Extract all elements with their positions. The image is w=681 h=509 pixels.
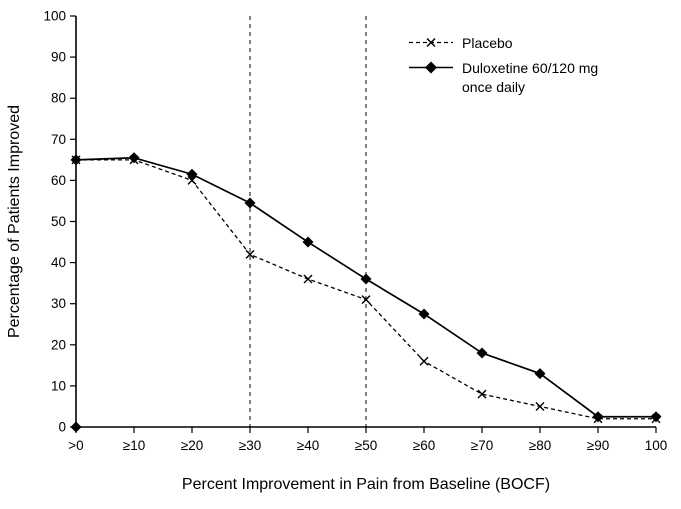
placebo-marker-icon — [409, 37, 453, 48]
x-tick-label: ≥70 — [471, 438, 493, 453]
y-tick-label: 50 — [51, 214, 66, 229]
x-marker — [477, 389, 487, 399]
diamond-marker — [302, 236, 314, 248]
diamond-marker — [70, 154, 82, 166]
x-tick-label: ≥20 — [181, 438, 203, 453]
y-tick-label: 60 — [51, 173, 66, 188]
x-tick-label: ≥90 — [587, 438, 609, 453]
diamond-marker — [244, 197, 256, 209]
diamond-marker — [592, 411, 604, 423]
diamond-marker — [128, 152, 140, 164]
x-tick-label: ≥10 — [123, 438, 145, 453]
x-tick-label: 100 — [645, 438, 668, 453]
legend-label-placebo: Placebo — [462, 35, 513, 51]
legend-label-duloxetine: Duloxetine 60/120 mg once daily — [462, 59, 599, 95]
diamond-marker — [186, 168, 198, 180]
y-axis-title: Percentage of Patients Improved — [6, 105, 23, 338]
y-tick-label: 10 — [51, 378, 66, 393]
duloxetine-marker-icon — [409, 61, 453, 74]
y-tick-label: 70 — [51, 132, 66, 147]
legend-item-duloxetine: Duloxetine 60/120 mg once daily — [408, 59, 614, 97]
x-tick-label: ≥80 — [529, 438, 551, 453]
x-marker — [245, 249, 255, 259]
diamond-marker — [70, 421, 82, 433]
y-tick-label: 20 — [51, 337, 66, 352]
x-tick-label: ≥30 — [239, 438, 261, 453]
y-tick-label: 30 — [51, 296, 66, 311]
diamond-marker — [650, 411, 662, 423]
y-tick-label: 90 — [51, 50, 66, 65]
x-marker — [187, 175, 197, 185]
diamond-marker — [360, 273, 372, 285]
y-tick-label: 40 — [51, 255, 66, 270]
chart-legend: Placebo Duloxetine 60/120 mg once daily — [408, 34, 614, 97]
y-tick-label: 80 — [51, 91, 66, 106]
x-marker — [419, 356, 429, 366]
x-marker — [535, 401, 545, 411]
y-tick-label: 0 — [58, 420, 66, 435]
x-tick-label: ≥60 — [413, 438, 435, 453]
legend-item-placebo: Placebo — [408, 34, 614, 53]
x-tick-label: ≥40 — [297, 438, 319, 453]
x-tick-label: >0 — [68, 438, 83, 453]
x-axis-title: Percent Improvement in Pain from Baselin… — [182, 476, 550, 493]
x-tick-label: ≥50 — [355, 438, 377, 453]
diamond-marker — [534, 368, 546, 380]
diamond-marker — [418, 308, 430, 320]
x-marker — [303, 274, 313, 284]
diamond-marker — [476, 347, 488, 359]
x-marker — [361, 295, 371, 305]
y-tick-label: 100 — [43, 9, 66, 24]
